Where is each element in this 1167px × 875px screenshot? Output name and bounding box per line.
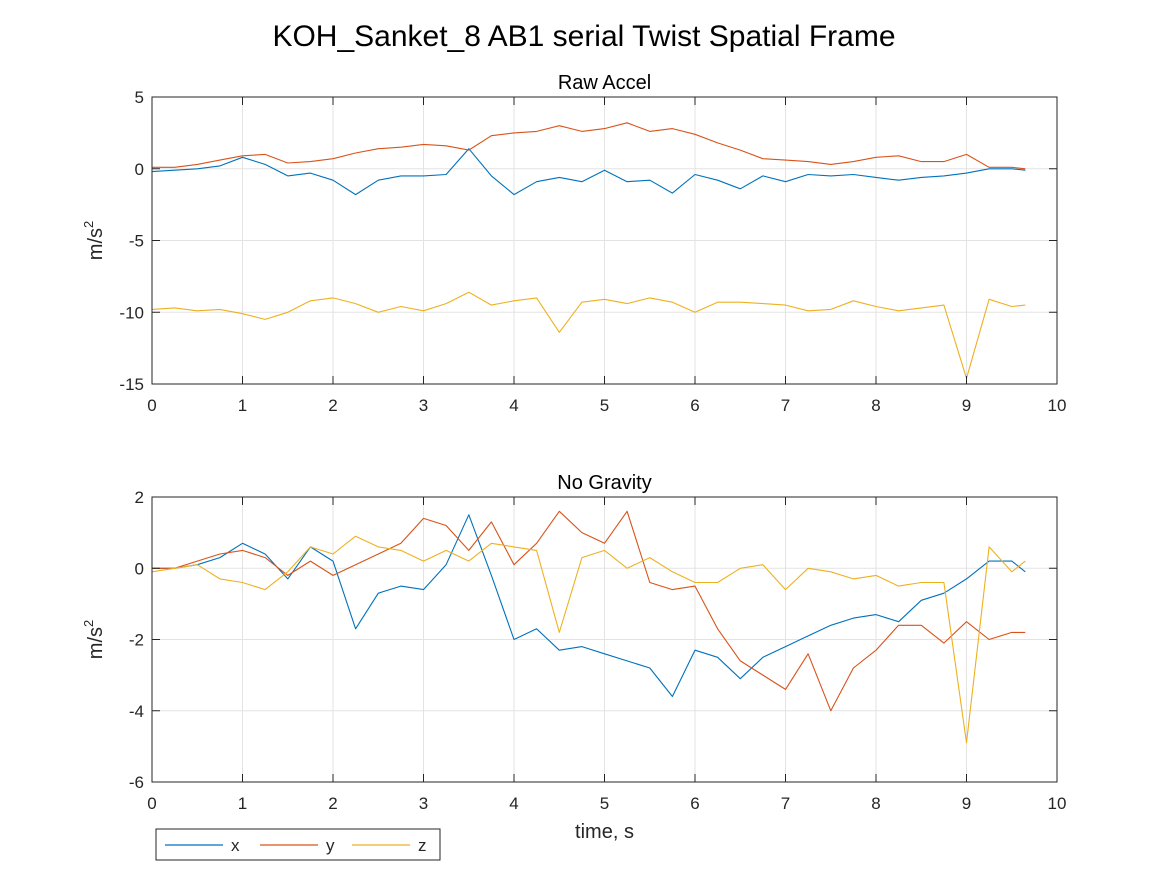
axes-no-gravity: 0 1 2 3 4 5 6 7 8 9 10 2 0 -2 -4 -6 No Gravity m/s2 time, … <box>81 472 1066 843</box>
x-tick-label: 1 <box>238 794 247 813</box>
figure-title: KOH_Sanket_8 AB1 serial Twist Spatial Fr… <box>272 20 895 53</box>
y-tick-label: -4 <box>129 702 144 721</box>
series-z-line-no-gravity <box>151 535 1026 744</box>
x-tick-label: 5 <box>600 794 609 813</box>
x-tick-label: 10 <box>1048 396 1067 415</box>
x-tick-label: 2 <box>328 396 337 415</box>
x-tick-label: 1 <box>238 396 247 415</box>
y-tick-label: -5 <box>129 232 144 251</box>
subplot-title-no-gravity: No Gravity <box>557 472 651 494</box>
x-tick-label: 9 <box>962 396 971 415</box>
series-y-line-no-gravity <box>152 510 1026 712</box>
x-tick-label: 9 <box>962 794 971 813</box>
y-tick-label: 0 <box>135 559 144 578</box>
y-tick-label: -2 <box>129 631 144 650</box>
y-tick-label: 2 <box>135 488 144 507</box>
y-axis-label-no-gravity: m/s2 <box>81 620 107 659</box>
x-tick-label: 8 <box>871 396 880 415</box>
x-tick-label: 7 <box>781 794 790 813</box>
series-x-line-no-gravity <box>152 514 1026 698</box>
legend: x y z <box>155 828 441 861</box>
x-tick-label: 6 <box>690 396 699 415</box>
y-tick-label: 5 <box>135 88 144 107</box>
x-tick-label: 3 <box>419 396 428 415</box>
y-axis-label-raw-accel: m/s2 <box>81 221 107 260</box>
x-tick-label: 8 <box>871 794 880 813</box>
x-axis-label: time, s <box>575 821 634 843</box>
legend-label-z: z <box>418 836 427 855</box>
series-x-line-raw-accel <box>151 148 1026 196</box>
x-tick-label: 0 <box>147 794 156 813</box>
x-tick-label: 4 <box>509 396 518 415</box>
y-tick-label: -10 <box>119 303 144 322</box>
x-tick-label: 5 <box>600 396 609 415</box>
y-tick-label: 0 <box>135 160 144 179</box>
legend-label-y: y <box>326 836 335 855</box>
subplot-title-raw-accel: Raw Accel <box>558 72 651 94</box>
x-tick-label: 7 <box>781 396 790 415</box>
y-tick-label: -15 <box>119 375 144 394</box>
x-tick-label: 2 <box>328 794 337 813</box>
y-tick-label: -6 <box>129 773 144 792</box>
x-tick-label: 0 <box>147 396 156 415</box>
series-z-line-raw-accel <box>151 291 1026 379</box>
axes-raw-accel: 0 1 2 3 4 5 6 7 8 9 10 5 0 -5 -10 -15 Raw Accel m/s2 <box>81 72 1066 415</box>
x-tick-label: 4 <box>509 794 518 813</box>
x-tick-label: 6 <box>690 794 699 813</box>
x-tick-label: 10 <box>1048 794 1067 813</box>
x-tick-label: 3 <box>419 794 428 813</box>
series-y-line-raw-accel <box>152 122 1026 170</box>
legend-label-x: x <box>231 836 240 855</box>
